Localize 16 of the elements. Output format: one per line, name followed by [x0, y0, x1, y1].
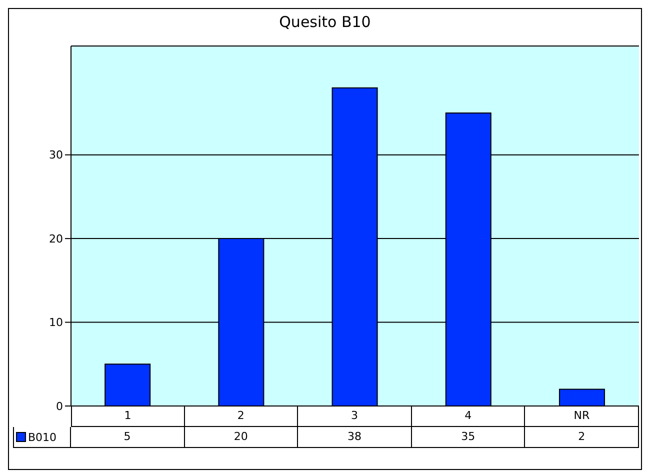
x-tick-label: NR	[525, 406, 639, 427]
x-tick-label: 1	[71, 406, 185, 427]
data-label: 5	[71, 427, 185, 448]
data-label: 20	[184, 427, 298, 448]
legend-label: B010	[28, 430, 57, 444]
chart-title: Quesito B10	[278, 13, 372, 31]
data-label: 38	[298, 427, 412, 448]
y-tick-label: 20	[49, 232, 63, 246]
y-tick-label: 0	[56, 400, 63, 413]
y-tick-label: 30	[49, 148, 63, 162]
x-tick-label: 3	[298, 406, 412, 427]
data-label: 2	[525, 427, 639, 448]
x-tick-label: 4	[412, 406, 526, 427]
y-tick-label: 10	[49, 316, 63, 330]
data-label: 35	[412, 427, 526, 448]
x-tick-label: 2	[184, 406, 298, 427]
